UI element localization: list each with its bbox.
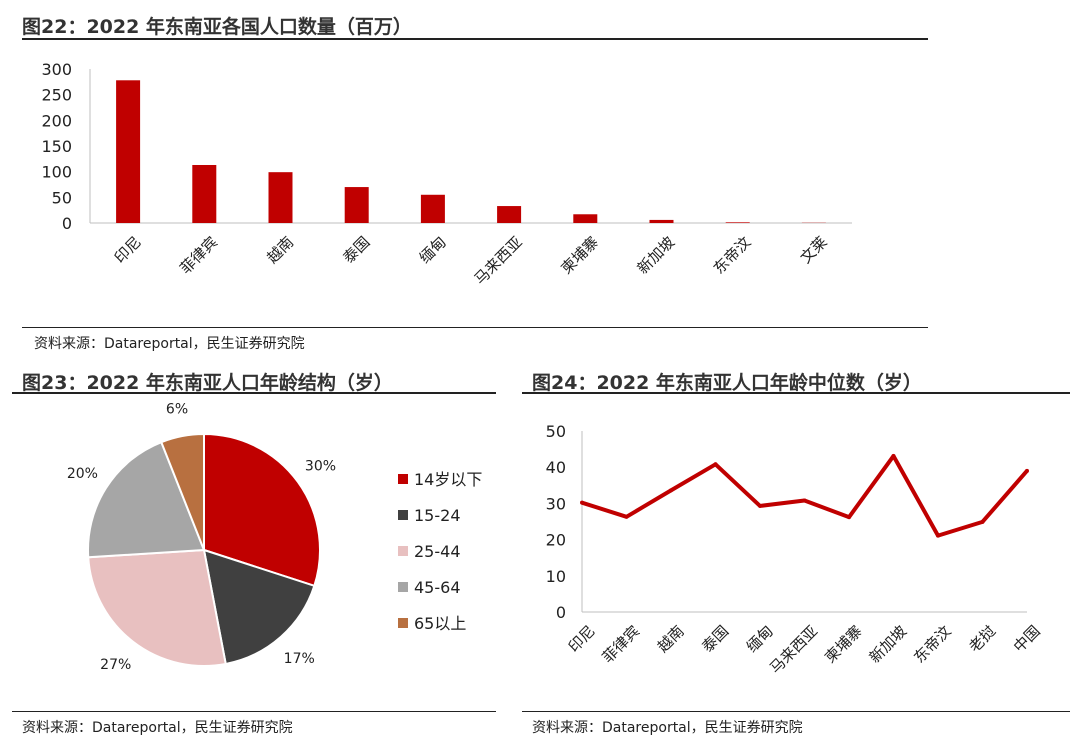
fig22-category-label: 印尼 (111, 233, 145, 267)
fig23-title: 图23：2022 年东南亚人口年龄结构（岁） (22, 372, 393, 394)
fig22-bar (192, 164, 217, 223)
fig23-pie-slice (202, 548, 316, 666)
fig24-data-point (1025, 468, 1029, 473)
fig23-legend-label: 15-24 (414, 506, 461, 525)
fig22-category-label: 缅甸 (416, 233, 450, 267)
fig23-legend-swatch (398, 510, 408, 520)
fig22-bar (116, 80, 141, 223)
fig24-source-rule (522, 711, 1070, 712)
fig24-data-point (802, 498, 807, 503)
fig22-bar (420, 194, 445, 223)
fig24-y-tick-label: 20 (546, 531, 566, 550)
fig22-y-tick-label: 100 (41, 163, 72, 182)
fig22-bar (497, 206, 522, 223)
fig24-category-label: 老挝 (965, 622, 999, 656)
fig22-y-tick-label: 150 (41, 137, 72, 156)
fig24-y-tick-label: 10 (546, 567, 566, 586)
fig22-bar-chart: 0 50 100 150 200 250 300 印尼 菲律宾 越南 泰国 缅甸 马来西亚 柬埔寨 新加坡东… (41, 60, 852, 288)
fig23-legend-swatch (398, 618, 408, 628)
fig24-source: 资料来源：Datareportal，民生证券研究院 (532, 720, 803, 736)
fig22-bar (649, 219, 674, 223)
fig24-series-line (581, 453, 1029, 538)
fig24-category-label: 缅甸 (743, 622, 777, 656)
fig24-category-label: 新加坡 (866, 622, 911, 667)
fig23-slice-label: 30% (305, 458, 336, 474)
fig23-slice-label: 6% (166, 402, 188, 418)
fig24-data-point (847, 515, 851, 520)
fig23-legend-label: 65以上 (414, 614, 466, 633)
fig24-data-point (624, 514, 629, 519)
fig23-pie-slice (87, 440, 206, 559)
fig23-slice-label: 17% (284, 651, 315, 667)
fig24-y-tick-label: 0 (556, 603, 566, 622)
fig23-legend-label: 25-44 (414, 542, 461, 561)
fig23-source: 资料来源：Datareportal，民生证券研究院 (22, 720, 293, 736)
fig24-title-rule (522, 392, 1070, 394)
fig24-category-label: 泰国 (698, 622, 732, 656)
fig24-category-label: 越南 (654, 622, 688, 656)
fig24-data-point (580, 500, 584, 505)
fig22-title: 图22：2022 年东南亚各国人口数量（百万） (22, 16, 412, 38)
fig24-category-label: 马来西亚 (766, 622, 821, 677)
fig22-bar (573, 214, 598, 223)
fig22-category-label: 菲律宾 (176, 233, 221, 278)
fig22-bar (268, 172, 293, 223)
fig24-data-point (669, 488, 673, 493)
fig23-slice-label: 27% (100, 657, 131, 673)
fig22-category-label: 越南 (263, 233, 297, 267)
fig24-y-tick-label: 40 (546, 458, 566, 477)
fig24-category-label: 柬埔寨 (821, 622, 866, 667)
fig22-source-rule (22, 327, 928, 328)
fig22-y-tick-label: 300 (41, 60, 72, 79)
fig24-category-label: 中国 (1010, 622, 1044, 656)
fig22-bar (725, 222, 750, 223)
fig22-y-tick-label: 0 (62, 214, 72, 233)
fig24-y-tick-label: 50 (546, 422, 566, 441)
fig23-pie-slice (203, 432, 321, 588)
fig23-legend-swatch (398, 582, 408, 592)
fig24-category-label: 菲律宾 (599, 622, 644, 667)
fig24-y-tick-label: 30 (546, 494, 566, 513)
fig22-category-label: 东帝汶 (710, 233, 755, 278)
fig24-data-point (936, 533, 940, 538)
fig23-title-rule (12, 392, 496, 394)
fig22-category-label: 泰国 (339, 233, 373, 267)
fig24-data-point (891, 453, 896, 458)
fig24-title: 图24：2022 年东南亚人口年龄中位数（岁） (532, 372, 922, 394)
fig22-y-tick-label: 250 (41, 86, 72, 105)
fig23-slice-label: 20% (67, 466, 98, 482)
fig22-category-label: 新加坡 (634, 233, 679, 278)
fig24-category-label: 东帝汶 (910, 622, 955, 667)
fig23-source-rule (12, 711, 496, 712)
fig23-pie-slice (160, 432, 205, 551)
fig23-legend-label: 45-64 (414, 578, 461, 597)
fig22-title-rule (22, 38, 928, 40)
fig23-legend-swatch (398, 474, 408, 484)
fig24-data-point (713, 462, 718, 467)
fig22-bar (344, 187, 369, 223)
fig22-category-label: 文莱 (797, 233, 831, 267)
fig24-data-point (758, 503, 762, 508)
fig24-category-label: 印尼 (565, 622, 599, 656)
fig23-legend-swatch (398, 546, 408, 556)
fig23-pie-chart: 30% 17% 27% 20% 6% 14岁以下 15-24 25-44 45-64 65以上 (67, 402, 483, 673)
fig22-y-tick-label: 200 (41, 111, 72, 130)
fig22-category-label: 柬埔寨 (557, 233, 602, 278)
fig22-y-tick-label: 50 (52, 188, 72, 207)
fig23-legend-label: 14岁以下 (414, 470, 482, 489)
fig24-data-point (980, 519, 985, 524)
fig22-source: 资料来源：Datareportal，民生证券研究院 (34, 336, 305, 352)
fig22-category-label: 马来西亚 (471, 233, 526, 288)
fig23-pie-slice (87, 548, 227, 667)
